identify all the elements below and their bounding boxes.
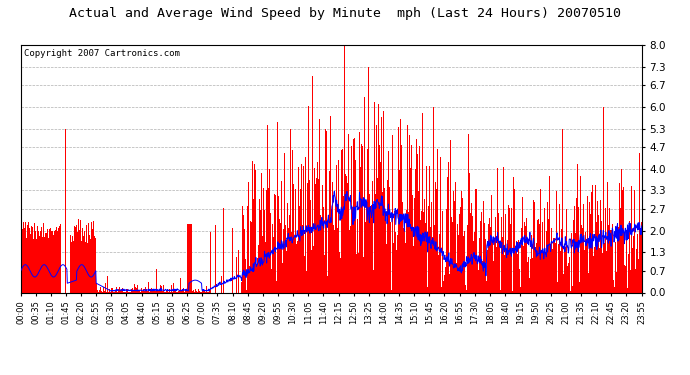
- Text: Actual and Average Wind Speed by Minute  mph (Last 24 Hours) 20070510: Actual and Average Wind Speed by Minute …: [69, 8, 621, 21]
- Text: Copyright 2007 Cartronics.com: Copyright 2007 Cartronics.com: [23, 49, 179, 58]
